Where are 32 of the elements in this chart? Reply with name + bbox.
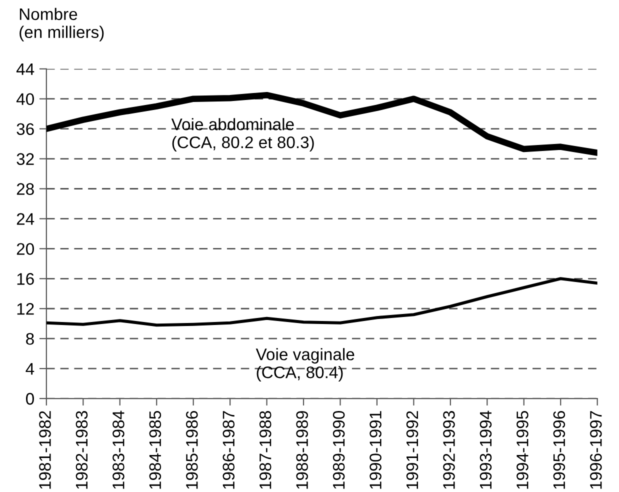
y-tick-label: 24 <box>16 213 34 225</box>
x-tick-label: 1987-1988 <box>259 411 272 489</box>
y-tick-label: 32 <box>16 153 34 165</box>
y-tick-label: 12 <box>17 303 34 315</box>
x-tick-label: 1990-1991 <box>370 411 382 489</box>
x-tick-label: 1986-1987 <box>222 411 235 489</box>
x-tick-label: 1992-1993 <box>443 411 455 489</box>
y-tick-label: 4 <box>26 363 34 375</box>
x-tick-label: 1994-1995 <box>516 411 528 489</box>
x-tick-label: 1989-1990 <box>332 410 345 489</box>
y-tick-label: 44 <box>16 63 34 75</box>
y-tick-label: 28 <box>16 183 34 195</box>
x-tick-label: 1995-1996 <box>553 411 566 489</box>
x-tick-label: 1982-1983 <box>76 411 88 489</box>
y-tick-label: 40 <box>16 93 34 106</box>
series-label: Voie vaginale (CCA, 80.4) <box>256 348 354 382</box>
x-tick-label: 1985-1986 <box>186 411 198 489</box>
x-tick-label: 1993-1994 <box>480 410 492 489</box>
x-tick-label: 1988-1989 <box>296 411 308 489</box>
x-tick-label: 1991-1992 <box>406 411 418 489</box>
x-tick-label: 1996-1997 <box>590 411 602 489</box>
y-axis-title: Nombre (en milliers) <box>20 8 104 42</box>
y-tick-label: 20 <box>16 243 34 255</box>
line-series <box>46 277 598 327</box>
x-tick-label: 1983-1984 <box>112 410 124 489</box>
x-tick-label: 1981-1982 <box>39 411 51 489</box>
y-tick-label: 8 <box>26 332 34 345</box>
y-tick-label: 16 <box>17 273 34 285</box>
y-tick-label: 36 <box>16 123 34 136</box>
y-tick-label: 0 <box>26 392 34 405</box>
x-tick-label: 1984-1985 <box>149 411 162 489</box>
series-label: Voie abdominale (CCA, 80.2 et 80.3) <box>171 118 314 152</box>
